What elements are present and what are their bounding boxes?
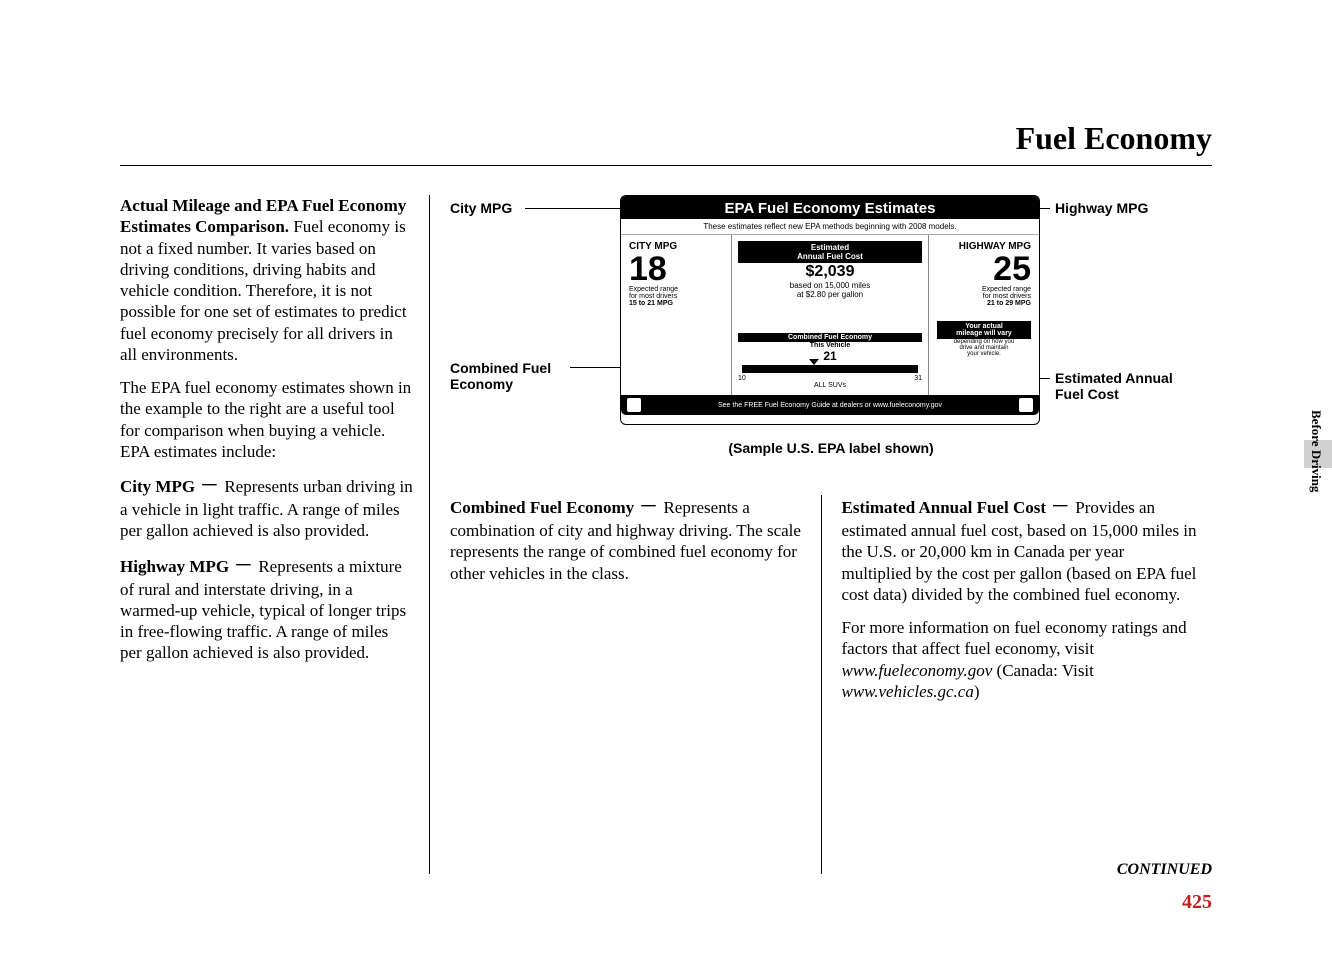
epa-est-note: based on 15,000 miles <box>738 281 922 290</box>
epa-est-label: EstimatedAnnual Fuel Cost <box>738 241 922 263</box>
body-text: Fuel economy is not a fixed number. It v… <box>120 217 407 364</box>
epa-your-note: depending on how you drive and maintain … <box>937 339 1031 357</box>
term-label: Combined Fuel Economy <box>450 498 634 517</box>
callout-combined-fuel-economy: Combined Fuel Economy <box>450 360 570 392</box>
epa-your-mileage: Your actualmileage will vary <box>937 321 1031 339</box>
side-tab-label: Before Driving <box>1308 410 1324 492</box>
epa-hwy-range: for most drivers <box>937 293 1031 300</box>
epa-est-note: at $2.80 per gallon <box>738 290 922 299</box>
epa-combined-value: 21 <box>738 349 922 363</box>
epa-label: EPA Fuel Economy Estimates These estimat… <box>620 195 1040 425</box>
dash-icon: － <box>199 475 224 497</box>
epa-class: ALL SUVs <box>738 382 922 389</box>
page-title: Fuel Economy <box>1016 120 1212 157</box>
dash-icon: － <box>1050 496 1075 518</box>
epa-combined-hi: 31 <box>914 375 922 382</box>
epa-this-vehicle: This Vehicle <box>738 342 922 349</box>
epa-highway-panel: HIGHWAY MPG 25 Expected range for most d… <box>929 235 1039 395</box>
epa-graphic-area: City MPG Highway MPG Combined Fuel Econo… <box>450 195 1212 485</box>
epa-city-range: 15 to 21 MPG <box>629 300 723 307</box>
triangle-down-icon <box>809 359 819 365</box>
callout-highway-mpg: Highway MPG <box>1055 200 1148 216</box>
body-text: The EPA fuel economy estimates shown in … <box>120 377 414 462</box>
epa-city-panel: CITY MPG 18 Expected range for most driv… <box>621 235 731 395</box>
term-label: City MPG <box>120 477 195 496</box>
epa-city-range: for most drivers <box>629 293 723 300</box>
epa-city-value: 18 <box>629 252 723 286</box>
side-tab: Before Driving <box>1304 400 1332 520</box>
term-label: Estimated Annual Fuel Cost <box>842 498 1047 517</box>
epa-footer-text: See the FREE Fuel Economy Guide at deale… <box>718 402 942 409</box>
epa-combined-bar <box>742 365 918 373</box>
epa-label-footer: See the FREE Fuel Economy Guide at deale… <box>621 395 1039 415</box>
epa-middle-panel: EstimatedAnnual Fuel Cost $2,039 based o… <box>731 235 929 395</box>
term-label: Highway MPG <box>120 557 229 576</box>
epa-hwy-range: 21 to 29 MPG <box>937 300 1031 307</box>
body-text: For more information on fuel economy rat… <box>842 617 1198 702</box>
dash-icon: － <box>233 555 258 577</box>
columns-2-3: City MPG Highway MPG Combined Fuel Econo… <box>450 195 1212 874</box>
horizontal-rule <box>120 165 1212 166</box>
continued-label: CONTINUED <box>1117 861 1212 879</box>
recycle-icon <box>1019 398 1033 412</box>
callout-estimated-annual-fuel-cost: Estimated Annual Fuel Cost <box>1055 370 1195 402</box>
link-text: www.vehicles.gc.ca <box>842 682 974 701</box>
column-1: Actual Mileage and EPA Fuel Economy Esti… <box>120 195 430 874</box>
epa-label-header: EPA Fuel Economy Estimates <box>621 196 1039 219</box>
sample-caption: (Sample U.S. EPA label shown) <box>450 440 1212 456</box>
epa-label-subheader: These estimates reflect new EPA methods … <box>621 219 1039 235</box>
column-3: Estimated Annual Fuel Cost － Provides an… <box>842 495 1213 874</box>
epa-hwy-value: 25 <box>937 252 1031 286</box>
column-2: Combined Fuel Economy － Represents a com… <box>450 495 822 874</box>
epa-hwy-range: Expected range <box>937 286 1031 293</box>
epa-combined-lo: 10 <box>738 375 746 382</box>
page-number: 425 <box>1182 891 1212 914</box>
content-area: Actual Mileage and EPA Fuel Economy Esti… <box>120 195 1212 874</box>
epa-est-value: $2,039 <box>738 263 922 281</box>
epa-combined-title: Combined Fuel Economy <box>738 333 922 342</box>
dash-icon: － <box>638 496 663 518</box>
fuel-pump-icon <box>627 398 641 412</box>
epa-city-range: Expected range <box>629 286 723 293</box>
callout-city-mpg: City MPG <box>450 200 512 216</box>
link-text: www.fueleconomy.gov <box>842 661 993 680</box>
